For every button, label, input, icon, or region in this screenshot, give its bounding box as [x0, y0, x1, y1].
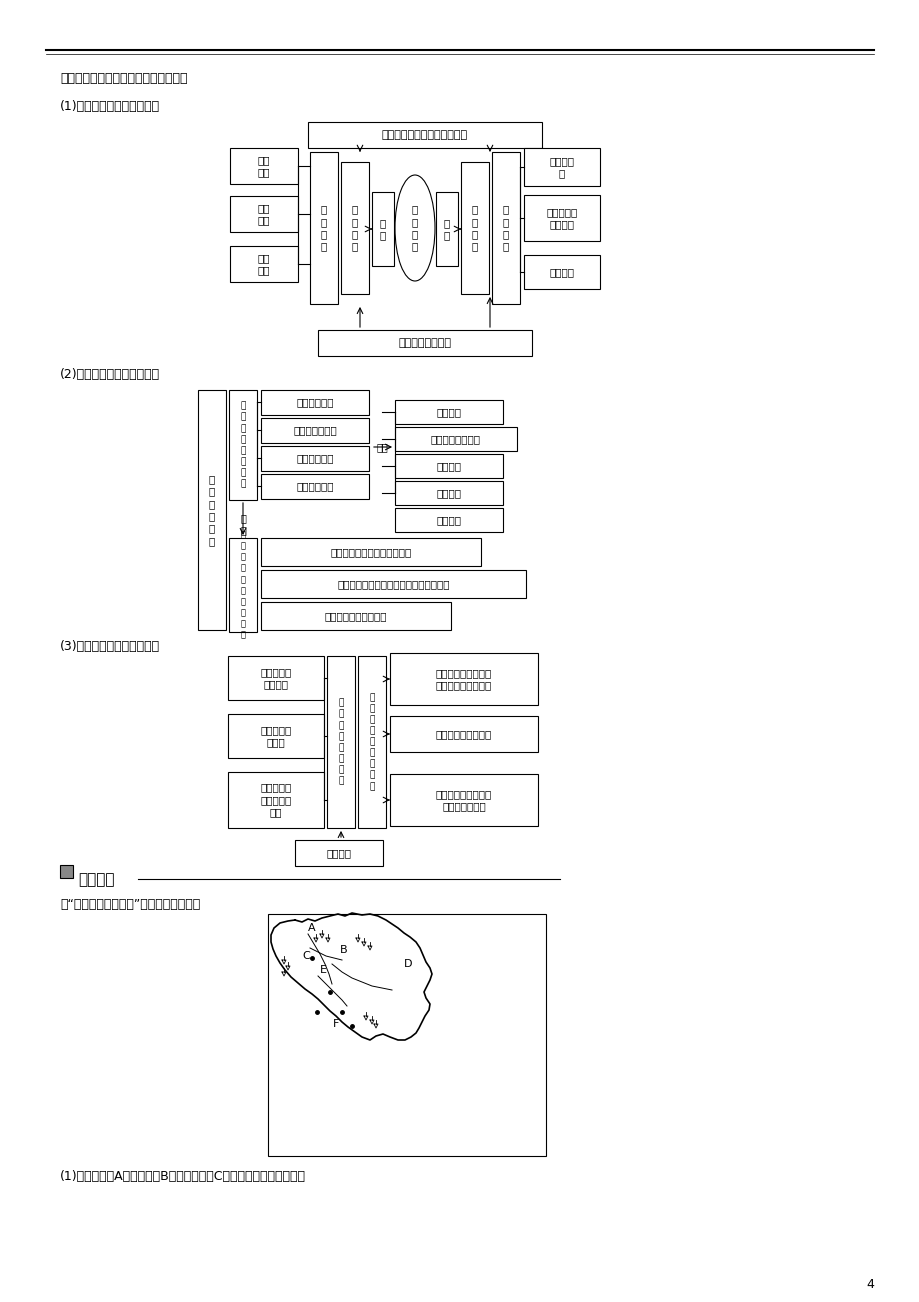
- Text: 生态环境恶化: 生态环境恶化: [296, 482, 334, 491]
- Text: 产生: 产生: [376, 441, 388, 452]
- FancyBboxPatch shape: [261, 570, 526, 598]
- FancyBboxPatch shape: [492, 152, 519, 303]
- FancyBboxPatch shape: [394, 400, 503, 424]
- Text: 林
业
可
持
续
发
展
的
措
施: 林 业 可 持 续 发 展 的 措 施: [240, 530, 245, 639]
- FancyBboxPatch shape: [524, 255, 599, 289]
- Text: 过度开墅黑土、破坏自然环境: 过度开墅黑土、破坏自然环境: [381, 130, 468, 141]
- FancyBboxPatch shape: [326, 656, 355, 828]
- FancyBboxPatch shape: [228, 713, 323, 758]
- Text: 湿
地
治
理
的
保
护
措
施: 湿 地 治 理 的 保 护 措 施: [369, 693, 374, 790]
- Text: 湿地面积逐
年减少: 湿地面积逐 年减少: [260, 725, 291, 747]
- Text: 解
决: 解 决: [240, 513, 245, 535]
- FancyBboxPatch shape: [436, 191, 458, 266]
- FancyBboxPatch shape: [524, 195, 599, 241]
- FancyBboxPatch shape: [229, 538, 256, 631]
- Text: 坡面
治理: 坡面 治理: [257, 155, 270, 177]
- FancyBboxPatch shape: [230, 197, 298, 232]
- FancyBboxPatch shape: [318, 329, 531, 355]
- Text: 读“我国东北地区略图”，回答下列问题。: 读“我国东北地区略图”，回答下列问题。: [60, 898, 200, 911]
- Text: 迁移应用: 迁移应用: [78, 872, 114, 887]
- FancyBboxPatch shape: [229, 391, 256, 500]
- Text: 森林覆盖率下降: 森林覆盖率下降: [293, 426, 336, 435]
- Text: (1)黑土利用中的问题及措施: (1)黑土利用中的问题及措施: [60, 100, 160, 113]
- FancyBboxPatch shape: [261, 391, 369, 415]
- Ellipse shape: [394, 174, 435, 281]
- Text: B: B: [340, 945, 347, 954]
- Text: D: D: [403, 960, 412, 969]
- Text: 肥
力
下
降: 肥 力 下 降: [471, 204, 478, 251]
- Text: 增施农家
肥: 增施农家 肥: [549, 156, 573, 178]
- Text: 东
北
林
业
开
发: 东 北 林 业 开 发: [209, 474, 215, 546]
- Text: 土
层
变
薄: 土 层 变 薄: [351, 204, 357, 251]
- FancyBboxPatch shape: [261, 602, 450, 630]
- Text: 森林火灾: 森林火灾: [436, 461, 461, 471]
- Text: 林
业
发
展
中
的
问
题: 林 业 发 展 中 的 问 题: [240, 401, 245, 488]
- FancyBboxPatch shape: [308, 122, 541, 148]
- FancyBboxPatch shape: [357, 656, 386, 828]
- Text: 采取工程措施、恢复
已经退化的湿地: 采取工程措施、恢复 已经退化的湿地: [436, 789, 492, 811]
- Text: 坚持合理采伐，杜绝乱砝滥伐: 坚持合理采伐，杜绝乱砝滥伐: [330, 547, 411, 557]
- Text: 毁林开荒: 毁林开荒: [436, 488, 461, 497]
- FancyBboxPatch shape: [60, 865, 73, 878]
- Text: 森林资源减少: 森林资源减少: [296, 397, 334, 408]
- FancyBboxPatch shape: [390, 654, 538, 704]
- FancyBboxPatch shape: [295, 840, 382, 866]
- Text: 问
题: 问 题: [380, 217, 386, 240]
- FancyBboxPatch shape: [261, 447, 369, 471]
- FancyBboxPatch shape: [390, 773, 538, 825]
- Text: 野生动植物
的生存环境
恶化: 野生动植物 的生存环境 恶化: [260, 783, 291, 818]
- Text: A: A: [308, 923, 315, 934]
- FancyBboxPatch shape: [390, 716, 538, 753]
- Text: 湿地生态系
统被破坏: 湿地生态系 统被破坏: [260, 667, 291, 689]
- Text: 森林质量下降: 森林质量下降: [296, 453, 334, 464]
- Text: 水
土
保
持: 水 土 保 持: [321, 204, 327, 251]
- Text: 加强抚育更新工作，加强林地的更新改造: 加强抚育更新工作，加强林地的更新改造: [337, 579, 449, 589]
- Text: 重采轻育: 重采轻育: [436, 408, 461, 417]
- Text: 4: 4: [865, 1279, 873, 1292]
- FancyBboxPatch shape: [394, 508, 503, 533]
- FancyBboxPatch shape: [267, 914, 545, 1156]
- Text: 降水集中，多暴雨: 降水集中，多暴雨: [398, 339, 451, 348]
- FancyBboxPatch shape: [228, 772, 323, 828]
- FancyBboxPatch shape: [460, 161, 489, 294]
- FancyBboxPatch shape: [228, 656, 323, 700]
- FancyBboxPatch shape: [198, 391, 226, 630]
- FancyBboxPatch shape: [394, 480, 503, 505]
- FancyBboxPatch shape: [261, 418, 369, 443]
- Text: 湿地开墅: 湿地开墅: [326, 848, 351, 858]
- FancyBboxPatch shape: [261, 538, 481, 566]
- Text: 提出相应的解决措施，完成下列框图。: 提出相应的解决措施，完成下列框图。: [60, 72, 187, 85]
- Text: (2)林业开发中的问题及对策: (2)林业开发中的问题及对策: [60, 368, 160, 381]
- Text: C: C: [301, 950, 310, 961]
- Text: 围墓的湿地逐年退田: 围墓的湿地逐年退田: [436, 729, 492, 740]
- Text: 黑
土
利
用: 黑 土 利 用: [412, 204, 417, 251]
- FancyBboxPatch shape: [230, 246, 298, 283]
- Text: (1)主要山脉：A＿＿＿＿、B＿＿＿＿＿、C＿＿＿＿＿。主要平原：: (1)主要山脉：A＿＿＿＿、B＿＿＿＿＿、C＿＿＿＿＿。主要平原：: [60, 1170, 306, 1184]
- FancyBboxPatch shape: [394, 454, 503, 478]
- FancyBboxPatch shape: [341, 161, 369, 294]
- Text: 采伐量大于生长量: 采伐量大于生长量: [430, 434, 481, 444]
- Text: 沟壑
治理: 沟壑 治理: [257, 203, 270, 225]
- Text: 草粮轮作、
种植绿肉: 草粮轮作、 种植绿肉: [546, 207, 577, 229]
- FancyBboxPatch shape: [310, 152, 337, 303]
- Text: 问
题: 问 题: [443, 217, 449, 240]
- Text: 乱砝滥伐: 乱砝滥伐: [436, 516, 461, 525]
- Text: 建立湿地保护区，保
护好现有的天然湿地: 建立湿地保护区，保 护好现有的天然湿地: [436, 668, 492, 690]
- FancyBboxPatch shape: [371, 191, 393, 266]
- Text: F: F: [333, 1019, 339, 1029]
- Text: 湿
地
利
用
中
的
问
题: 湿 地 利 用 中 的 问 题: [338, 699, 344, 785]
- Text: 积极建设和维护防护林: 积极建设和维护防护林: [324, 611, 387, 621]
- FancyBboxPatch shape: [230, 148, 298, 184]
- FancyBboxPatch shape: [524, 148, 599, 186]
- Text: 黑
土
培
肥: 黑 土 培 肥: [503, 204, 508, 251]
- Text: E: E: [319, 965, 326, 975]
- FancyBboxPatch shape: [261, 474, 369, 499]
- Text: 植树
造林: 植树 造林: [257, 253, 270, 275]
- Text: (3)湿地利用中的问题及治理: (3)湿地利用中的问题及治理: [60, 641, 160, 654]
- FancyBboxPatch shape: [394, 427, 516, 450]
- Text: 秸杆还田: 秸杆还田: [549, 267, 573, 277]
